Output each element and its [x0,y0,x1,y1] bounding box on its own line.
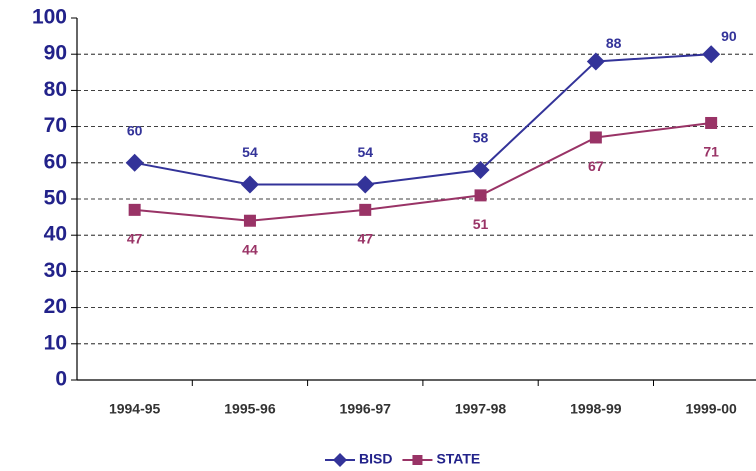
marker [359,203,372,216]
marker [471,161,490,180]
y-tick-label: 30 [44,259,67,282]
data-label: 58 [473,130,489,146]
series-line [134,121,712,222]
y-tick-label: 60 [44,150,67,173]
marker [586,52,605,71]
marker [356,175,375,194]
data-label: 90 [721,28,737,44]
y-tick-label: 90 [44,42,67,65]
marker [589,131,602,144]
x-tick-label: 1999-00 [685,401,737,417]
data-label: 51 [473,216,489,232]
x-tick-label: 1996-97 [340,401,392,417]
x-tick-label: 1994-95 [109,401,161,417]
legend-marker [333,453,347,467]
data-label: 47 [357,231,373,247]
marker [240,175,259,194]
marker [702,45,721,64]
y-tick-label: 20 [44,295,67,318]
y-tick-label: 50 [44,187,67,210]
marker [705,116,718,129]
data-label: 47 [127,231,143,247]
marker [128,203,141,216]
data-label: 54 [242,144,258,160]
legend-marker [412,455,423,465]
y-tick-label: 40 [44,223,67,246]
x-tick-label: 1998-99 [570,401,622,417]
legend-label: STATE [436,451,480,467]
x-tick-label: 1997-98 [455,401,507,417]
y-tick-label: 100 [32,6,67,29]
data-label: 67 [588,158,604,174]
y-tick-label: 70 [44,114,67,137]
data-label: 88 [606,35,622,51]
x-tick-label: 1995-96 [224,401,276,417]
marker [125,153,144,172]
data-label: 71 [703,144,719,160]
marker [474,189,487,202]
y-tick-label: 0 [55,368,67,391]
marker [243,214,256,227]
data-label: 54 [357,144,373,160]
legend-label: BISD [359,451,392,467]
data-label: 44 [242,241,258,257]
series-line [134,53,712,186]
data-label: 60 [127,123,143,139]
y-tick-label: 10 [44,331,67,354]
y-tick-label: 80 [44,78,67,101]
